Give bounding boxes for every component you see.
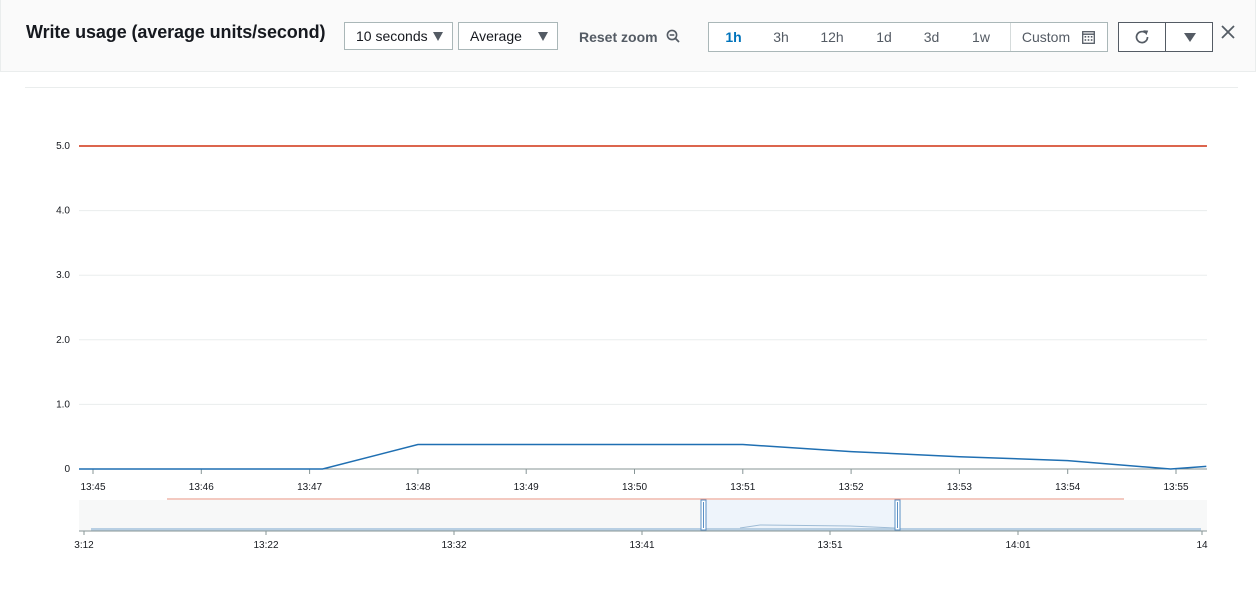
x-tick-label: 13:48 <box>405 482 430 493</box>
refresh-options-button[interactable] <box>1165 22 1213 52</box>
y-tick-label: 2.0 <box>56 335 70 346</box>
x-tick-label: 13:54 <box>1055 482 1080 493</box>
chart-grid <box>79 145 1207 470</box>
time-range-3h[interactable]: 3h <box>773 29 789 45</box>
reset-zoom-button[interactable]: Reset zoom <box>579 29 658 45</box>
header-divider <box>25 87 1238 88</box>
x-tick-label: 13:50 <box>622 482 647 493</box>
close-icon[interactable] <box>1220 24 1236 40</box>
navigator-axis: 3:12 13:22 13:32 13:41 13:51 14:01 14 <box>74 531 1208 551</box>
period-select-value: 10 seconds <box>356 28 428 44</box>
time-range-1d[interactable]: 1d <box>876 29 892 45</box>
time-range-12h[interactable]: 12h <box>820 29 844 45</box>
navigator-tick-label: 14:01 <box>1005 540 1030 551</box>
calendar-icon[interactable] <box>1082 31 1095 44</box>
statistic-select-value: Average <box>470 28 522 44</box>
range-divider <box>1010 23 1011 51</box>
caret-down-icon <box>538 32 548 41</box>
y-tick-label: 1.0 <box>56 399 70 410</box>
caret-down-icon <box>433 32 443 41</box>
y-tick-label: 0 <box>64 464 70 475</box>
x-tick-label: 13:53 <box>947 482 972 493</box>
time-range-selector: 1h 3h 12h 1d 3d 1w Custom <box>708 22 1108 52</box>
x-tick-label: 13:49 <box>514 482 539 493</box>
period-select[interactable]: 10 seconds <box>344 22 453 50</box>
time-range-1w[interactable]: 1w <box>972 29 990 45</box>
chart-title: Write usage (average units/second) <box>26 22 326 42</box>
navigator-tick-label: 3:12 <box>74 540 94 551</box>
x-tick-label: 13:55 <box>1163 482 1188 493</box>
zoom-out-icon[interactable] <box>666 29 680 43</box>
series-line <box>79 443 1207 470</box>
statistic-select[interactable]: Average <box>458 22 558 50</box>
y-tick-label: 3.0 <box>56 270 70 281</box>
time-range-1h[interactable]: 1h <box>725 29 742 45</box>
x-tick-label: 13:46 <box>189 482 214 493</box>
y-tick-label: 5.0 <box>56 141 70 152</box>
time-range-3d[interactable]: 3d <box>923 29 940 45</box>
x-tick-label: 13:47 <box>297 482 322 493</box>
refresh-icon <box>1135 30 1149 44</box>
navigator-tick-label: 13:22 <box>253 540 278 551</box>
x-tick-label: 13:45 <box>80 482 105 493</box>
navigator-series-line <box>739 524 896 529</box>
y-tick-label: 4.0 <box>56 206 70 217</box>
navigator-tick-label: 13:32 <box>441 540 466 551</box>
x-tick-label: 13:52 <box>839 482 864 493</box>
y-axis: 0 1.0 2.0 3.0 4.0 5.0 <box>56 141 70 475</box>
chart-header: Write usage (average units/second) 10 se… <box>0 0 1256 72</box>
time-range-custom[interactable]: Custom <box>1021 29 1071 45</box>
x-axis: 13:45 13:46 13:47 13:48 13:49 13:50 13:51 13:52… <box>80 469 1189 493</box>
navigator-series-area <box>91 528 1201 531</box>
x-tick-label: 13:51 <box>730 482 755 493</box>
navigator-tick-label: 13:41 <box>629 540 654 551</box>
navigator-tick-label: 14 <box>1196 540 1208 551</box>
navigator-background <box>79 500 1207 531</box>
navigator-tick-label: 13:51 <box>817 540 842 551</box>
caret-down-icon <box>1184 33 1196 42</box>
time-navigator[interactable] <box>79 498 1207 532</box>
